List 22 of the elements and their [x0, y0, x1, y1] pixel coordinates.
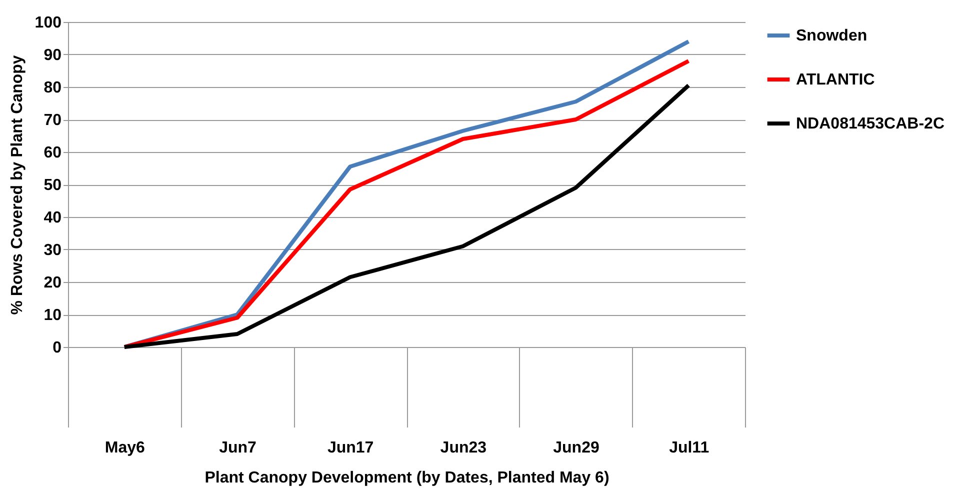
legend-label: ATLANTIC — [796, 72, 876, 88]
y-tick-label: 10 — [44, 307, 62, 324]
y-tick-label: 80 — [44, 80, 62, 96]
x-tick-label: Jul11 — [669, 440, 710, 456]
legend-label: Snowden — [796, 28, 868, 44]
y-tick-label: 0 — [52, 340, 62, 356]
y-tick-label: 30 — [44, 242, 62, 259]
x-axis-title: Plant Canopy Development (by Dates, Planted May 6) — [204, 470, 610, 486]
x-tick-label: Jun29 — [553, 440, 600, 456]
y-tick-label: 50 — [44, 177, 62, 194]
y-tick-label: 100 — [34, 14, 62, 32]
x-tick-label: Jun23 — [440, 440, 487, 456]
y-tick-label: 20 — [44, 274, 62, 292]
y-tick-label: 90 — [44, 47, 62, 64]
x-tick-label: Jun7 — [219, 440, 257, 456]
y-axis-title: % Rows Covered by Plant Canopy — [8, 55, 26, 315]
y-tick-label: 40 — [44, 210, 62, 226]
x-tick-label: Jun17 — [327, 440, 374, 456]
y-tick-label: 70 — [44, 112, 62, 129]
legend-label: NDA081453CAB-2C — [796, 116, 945, 132]
x-tick-label: May6 — [104, 440, 146, 456]
y-tick-label: 60 — [44, 144, 62, 162]
